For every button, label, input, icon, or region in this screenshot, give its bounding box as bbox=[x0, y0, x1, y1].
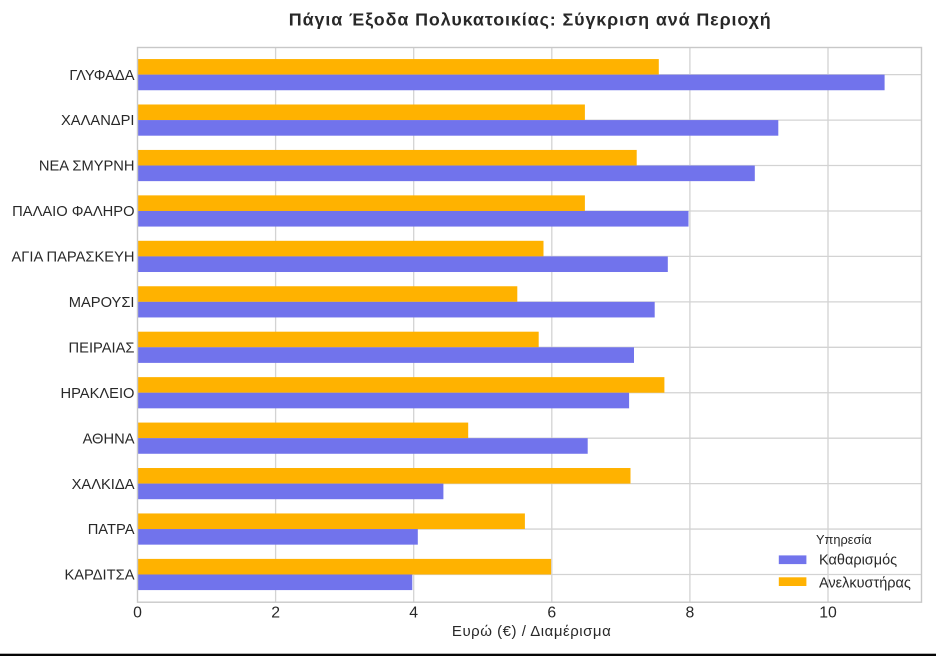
svg-text:0: 0 bbox=[133, 605, 142, 622]
svg-text:Καθαρισμός: Καθαρισμός bbox=[819, 552, 897, 568]
svg-text:ΑΓΙΑ ΠΑΡΑΣΚΕΥΗ: ΑΓΙΑ ΠΑΡΑΣΚΕΥΗ bbox=[11, 250, 134, 266]
svg-text:ΠΑΛΑΙΟ ΦΑΛΗΡΟ: ΠΑΛΑΙΟ ΦΑΛΗΡΟ bbox=[12, 204, 134, 220]
svg-text:Ευρώ (€) / Διαμέρισμα: Ευρώ (€) / Διαμέρισμα bbox=[452, 623, 611, 640]
svg-text:6: 6 bbox=[547, 605, 556, 622]
svg-text:Πάγια Έξοδα Πολυκατοικίας: Σύγ: Πάγια Έξοδα Πολυκατοικίας: Σύγκριση ανά … bbox=[289, 9, 772, 30]
svg-text:Ανελκυστήρας: Ανελκυστήρας bbox=[819, 575, 911, 591]
svg-text:8: 8 bbox=[686, 605, 695, 622]
svg-text:10: 10 bbox=[819, 605, 837, 622]
svg-text:ΚΑΡΔΙΤΣΑ: ΚΑΡΔΙΤΣΑ bbox=[64, 568, 134, 584]
svg-text:ΜΑΡΟΥΣΙ: ΜΑΡΟΥΣΙ bbox=[69, 295, 135, 311]
svg-text:ΧΑΛΑΝΔΡΙ: ΧΑΛΑΝΔΡΙ bbox=[61, 113, 135, 129]
svg-text:ΧΑΛΚΙΔΑ: ΧΑΛΚΙΔΑ bbox=[72, 477, 135, 493]
svg-text:ΝΕΑ ΣΜΥΡΝΗ: ΝΕΑ ΣΜΥΡΝΗ bbox=[39, 159, 135, 175]
svg-text:4: 4 bbox=[409, 605, 418, 622]
svg-text:ΓΛΥΦΑΔΑ: ΓΛΥΦΑΔΑ bbox=[69, 68, 134, 84]
svg-text:ΠΕΙΡΑΙΑΣ: ΠΕΙΡΑΙΑΣ bbox=[69, 340, 135, 356]
svg-text:Υπηρεσία: Υπηρεσία bbox=[816, 532, 872, 547]
svg-text:ΑΘΗΝΑ: ΑΘΗΝΑ bbox=[83, 431, 135, 447]
svg-text:ΠΑΤΡΑ: ΠΑΤΡΑ bbox=[88, 522, 135, 538]
svg-text:ΗΡΑΚΛΕΙΟ: ΗΡΑΚΛΕΙΟ bbox=[60, 386, 134, 402]
svg-text:2: 2 bbox=[271, 605, 280, 622]
